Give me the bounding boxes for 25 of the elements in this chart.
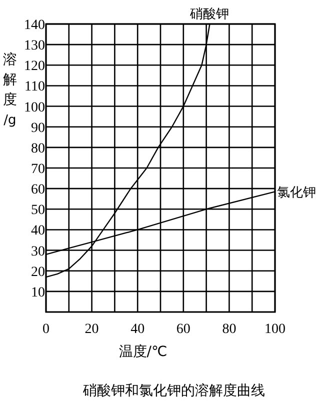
y-tick-label: 20 bbox=[31, 264, 45, 280]
x-axis-title: 温度/℃ bbox=[118, 344, 168, 360]
y-tick-label: 60 bbox=[31, 182, 45, 198]
x-tick-label: 60 bbox=[176, 322, 190, 337]
text: 硝酸钾和氯化钾的溶解度曲线 bbox=[82, 383, 265, 399]
x-tick-label: 80 bbox=[222, 322, 236, 337]
y-tick-label: 50 bbox=[31, 203, 45, 218]
y-tick-label: 120 bbox=[24, 59, 45, 74]
y-axis-title: 溶解度/g bbox=[3, 52, 17, 128]
y-tick-label: 130 bbox=[24, 38, 45, 54]
x-tick-label: 20 bbox=[84, 322, 99, 337]
y-tick-label: 90 bbox=[31, 120, 45, 136]
y-tick-label: 100 bbox=[24, 100, 45, 116]
series-label: 硝酸钾 bbox=[189, 7, 230, 22]
x-tick-label: 100 bbox=[264, 322, 286, 337]
y-tick-label: 40 bbox=[31, 224, 45, 239]
y-tick-label: 80 bbox=[31, 141, 45, 156]
y-tick-label: 70 bbox=[31, 162, 45, 177]
y-tick-label: 110 bbox=[24, 80, 45, 95]
y-tick-label: 140 bbox=[24, 18, 45, 33]
series-label: 氯化钾 bbox=[277, 186, 316, 201]
y-tick-label: 10 bbox=[31, 285, 45, 300]
x-tick-label: 40 bbox=[130, 322, 145, 337]
x-tick-label: 0 bbox=[42, 322, 50, 337]
y-tick-label: 30 bbox=[31, 244, 45, 260]
